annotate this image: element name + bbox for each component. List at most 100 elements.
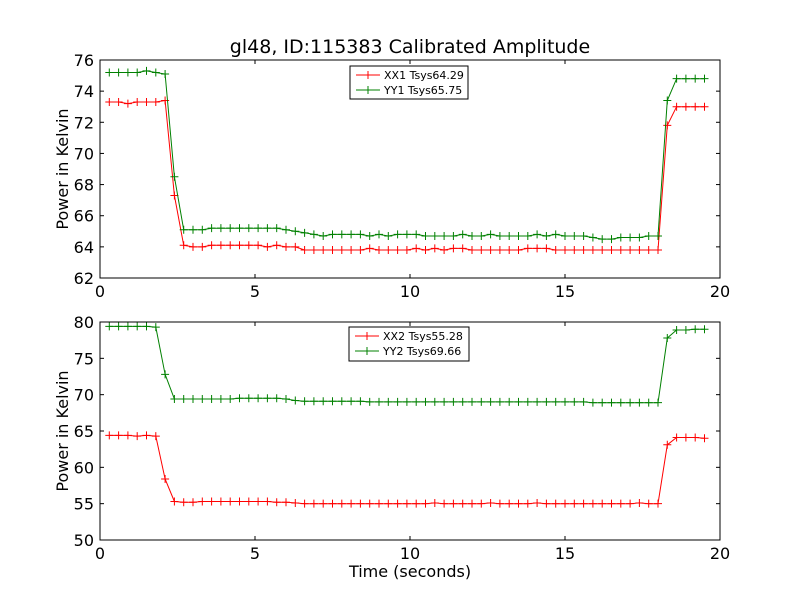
data-point-marker [486,245,495,254]
data-point-marker [486,397,495,406]
data-point-marker [179,395,188,404]
data-point-marker [700,74,709,83]
data-point-marker [328,397,337,406]
data-point-marker [430,397,439,406]
data-point-marker [588,398,597,407]
data-point-marker [365,499,374,508]
data-point-marker [263,224,272,233]
data-point-marker [616,398,625,407]
data-point-marker [142,66,151,75]
data-point-marker [533,498,542,507]
data-point-marker [523,499,532,508]
data-point-marker [430,498,439,507]
data-point-marker [226,395,235,404]
data-point-marker [654,245,662,254]
data-point-marker [700,325,709,334]
data-point-marker [598,235,607,244]
data-point-marker [384,397,393,406]
y-tick-label: 68 [74,176,94,195]
data-point-marker [421,245,430,254]
data-point-marker [291,242,300,251]
data-point-marker [254,224,263,233]
data-point-marker [133,98,142,107]
data-point-marker [216,241,225,250]
y-axis-label: Power in Kelvin [53,108,72,229]
data-point-marker [105,431,114,440]
data-point-marker [282,242,290,251]
y-tick-label: 50 [74,531,94,550]
data-point-marker [235,224,244,233]
legend-marker [364,86,372,94]
data-point-marker [216,395,225,404]
data-point-marker [579,231,588,240]
data-point-marker [375,245,383,254]
data-point-marker [170,395,179,404]
data-point-marker [282,225,290,234]
data-point-marker [123,322,132,331]
data-point-marker [626,233,635,242]
data-point-marker [254,394,263,403]
data-point-marker [644,245,653,254]
data-point-marker [458,230,467,239]
data-point-marker [561,499,569,508]
data-point-marker [495,499,504,508]
data-point-marker [263,497,272,506]
data-point-marker [412,230,421,239]
data-point-marker [235,497,244,506]
data-point-marker [579,397,588,406]
y-tick-label: 74 [74,82,94,101]
data-point-marker [626,499,635,508]
data-point-marker [458,499,467,508]
data-point-marker [393,245,402,254]
data-point-marker [495,245,504,254]
data-point-marker [328,499,337,508]
data-point-marker [570,231,579,240]
y-tick-label: 65 [74,422,94,441]
data-point-marker [161,474,170,483]
data-point-marker [523,231,532,240]
data-point-marker [384,231,393,240]
data-point-marker [691,433,700,442]
data-point-marker [356,245,365,254]
data-point-marker [226,224,235,233]
data-point-marker [533,397,542,406]
data-point-marker [514,245,523,254]
data-point-marker [523,244,532,253]
data-point-marker [309,230,318,239]
data-point-marker [607,235,616,244]
data-point-marker [430,231,439,240]
data-point-marker [375,230,383,239]
data-point-marker [319,397,328,406]
legend-entry-label: YY1 Tsys65.75 [383,84,462,97]
x-tick-label: 15 [555,544,575,563]
legend: XX2 Tsys55.28 YY2 Tsys69.66 [348,326,470,362]
data-point-marker [337,245,346,254]
data-point-marker [282,498,290,507]
data-point-marker [337,499,346,508]
y-tick-label: 80 [74,313,94,332]
data-point-marker [644,398,653,407]
data-point-marker [598,245,607,254]
data-point-marker [542,244,551,253]
data-point-marker [421,499,430,508]
data-point-marker [365,397,374,406]
x-tick-label: 10 [400,544,420,563]
data-point-marker [114,98,123,107]
data-point-marker [626,398,635,407]
data-point-marker [402,245,411,254]
data-point-marker [356,499,365,508]
data-point-marker [375,397,383,406]
legend: XX1 Tsys64.29 YY1 Tsys65.75 [349,65,469,100]
data-point-marker [691,102,700,111]
legend-marker [363,332,371,340]
data-point-marker [309,499,318,508]
data-point-marker [207,224,216,233]
data-point-marker [393,499,402,508]
x-tick-label: 15 [555,282,575,301]
data-point-marker [142,98,151,107]
data-point-marker [300,499,309,508]
subplot-1: 0 5 10 15 20 62 64 66 68 70 72 74 76 Power in Kelvin X… [53,51,730,301]
data-point-marker [123,68,132,77]
y-tick-label: 75 [74,349,94,368]
data-point-marker [561,231,569,240]
